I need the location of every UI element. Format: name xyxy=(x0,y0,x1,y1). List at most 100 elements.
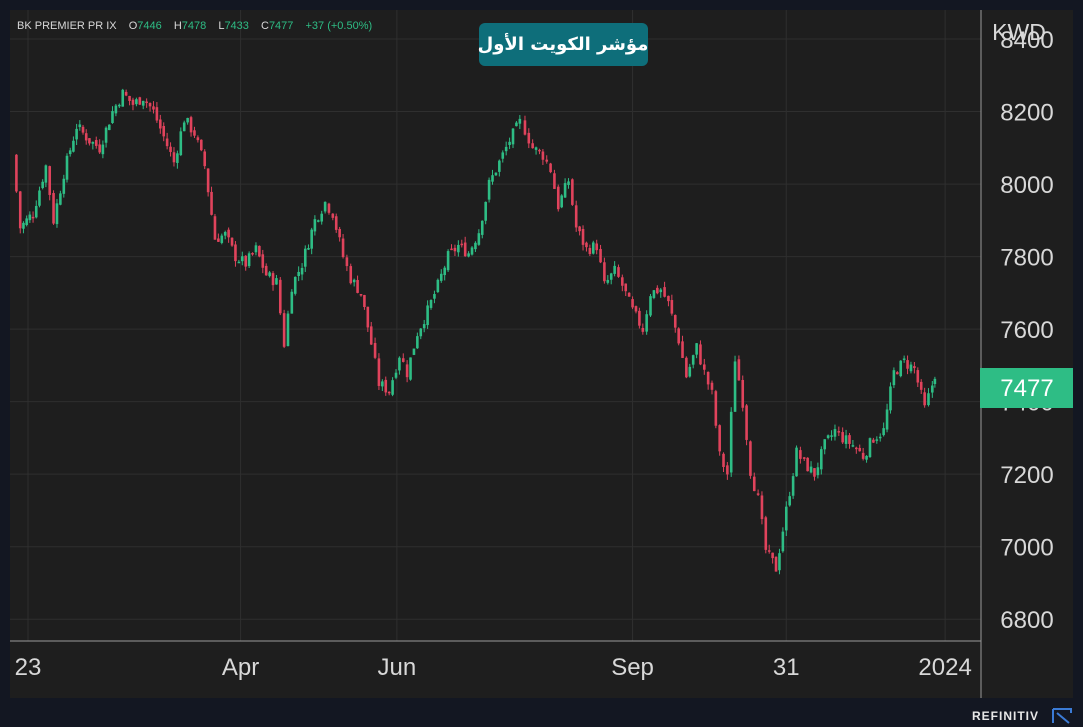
candle-up xyxy=(795,445,798,477)
candle-up xyxy=(851,439,855,448)
low-label: L xyxy=(218,20,224,32)
candle-up xyxy=(409,357,412,381)
y-tick-label: 8400 xyxy=(1000,27,1053,54)
candle-down xyxy=(906,355,909,375)
candle-body xyxy=(872,439,875,443)
candle-body xyxy=(652,290,656,298)
candle-down xyxy=(553,169,556,189)
candle-down xyxy=(919,379,923,395)
candle-body xyxy=(813,468,816,477)
candle-down xyxy=(264,263,268,276)
candle-body xyxy=(377,358,381,386)
candle-up xyxy=(303,245,307,272)
candle-body xyxy=(107,124,111,131)
x-tick-label: Apr xyxy=(222,654,259,681)
candle-up xyxy=(439,269,443,283)
candle-up xyxy=(778,548,781,575)
candle-down xyxy=(670,294,674,316)
candle-body xyxy=(373,342,377,358)
candle-up xyxy=(652,290,656,300)
candle-body xyxy=(574,205,578,228)
candle-up xyxy=(563,178,567,198)
candle-down xyxy=(802,456,806,461)
candle-body xyxy=(855,447,858,450)
candle-up xyxy=(784,501,788,536)
candle-down xyxy=(848,432,851,449)
candle-down xyxy=(162,122,166,142)
candle-body xyxy=(699,344,702,365)
candle-body xyxy=(457,244,460,253)
candle-body xyxy=(293,276,297,294)
candle-body xyxy=(282,313,286,347)
candle-body xyxy=(234,244,237,262)
candle-up xyxy=(313,215,317,236)
candle-body xyxy=(606,279,610,283)
candle-up xyxy=(729,407,733,477)
candle-body xyxy=(416,336,419,349)
candle-body xyxy=(316,220,320,222)
candle-down xyxy=(673,314,677,333)
candle-body xyxy=(426,305,429,326)
candle-body xyxy=(484,201,487,221)
candle-body xyxy=(199,139,203,151)
candle-down xyxy=(384,376,388,396)
candle-down xyxy=(128,95,131,106)
candle-up xyxy=(316,219,320,223)
candle-down xyxy=(714,389,718,429)
candle-up xyxy=(247,251,251,269)
candle-body xyxy=(34,205,38,218)
candle-up xyxy=(733,355,737,412)
candle-body xyxy=(892,370,896,386)
candle-body xyxy=(240,256,244,262)
candle-body xyxy=(446,251,450,271)
candle-up xyxy=(892,367,896,389)
candle-down xyxy=(631,296,634,310)
candle-down xyxy=(98,139,101,154)
candle-down xyxy=(545,155,549,164)
candle-body xyxy=(923,392,926,406)
candle-body xyxy=(381,381,384,387)
candle-body xyxy=(741,379,745,408)
candle-down xyxy=(88,138,91,146)
candles-layer xyxy=(15,88,937,575)
candle-body xyxy=(104,127,108,143)
candle-body xyxy=(359,294,363,296)
candle-body xyxy=(387,391,391,394)
candle-down xyxy=(549,162,552,174)
candle-down xyxy=(771,552,774,564)
candlestick-chart[interactable]: KWD 840082008000780076007400720070006800… xyxy=(10,10,1073,698)
candle-body xyxy=(18,191,22,229)
candle-down xyxy=(806,457,809,472)
currency-label: KWD xyxy=(992,19,1046,45)
candle-body xyxy=(268,272,271,277)
candle-body xyxy=(189,117,193,133)
candle-up xyxy=(494,172,498,176)
candle-body xyxy=(258,245,261,257)
chart-panel[interactable]: KWD 840082008000780076007400720070006800… xyxy=(10,10,1073,698)
candle-up xyxy=(237,259,241,264)
candle-up xyxy=(878,433,882,442)
chart-title: مؤشر الكويت الأول xyxy=(478,33,649,55)
candle-body xyxy=(88,138,91,144)
candle-down xyxy=(841,427,844,444)
candle-body xyxy=(806,457,809,472)
candle-body xyxy=(868,438,872,458)
candle-body xyxy=(527,132,531,144)
candle-body xyxy=(412,348,416,355)
candle-body xyxy=(453,247,457,252)
candle-body xyxy=(771,552,774,559)
candle-down xyxy=(767,544,771,554)
candle-down xyxy=(261,249,265,274)
axes-layer: KWD xyxy=(10,10,1046,698)
candle-body xyxy=(131,99,135,105)
candle-body xyxy=(563,183,567,198)
candle-down xyxy=(31,211,35,223)
candle-up xyxy=(511,128,515,149)
candle-body xyxy=(498,160,501,172)
candle-down xyxy=(450,244,453,251)
candle-body xyxy=(919,381,923,390)
candle-down xyxy=(745,404,748,446)
candle-body xyxy=(477,233,481,245)
candle-up xyxy=(889,382,892,414)
candle-body xyxy=(307,248,310,250)
